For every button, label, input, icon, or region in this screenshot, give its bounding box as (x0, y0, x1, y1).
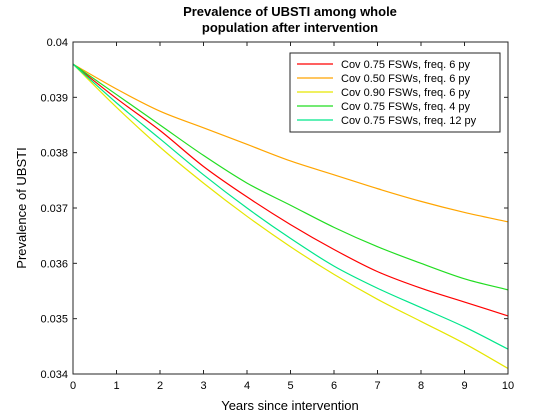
chart-title-line-1: Prevalence of UBSTI among whole (183, 4, 397, 19)
series-line-2 (72, 63, 509, 223)
x-tick-label: 7 (374, 380, 380, 392)
series-line-3 (72, 63, 509, 369)
x-tick-label: 5 (287, 380, 293, 392)
x-tick-label: 6 (331, 380, 337, 392)
y-tick-label: 0.039 (40, 92, 68, 104)
series-line-4 (72, 63, 509, 291)
x-tick-label: 1 (113, 380, 119, 392)
y-tick-label: 0.035 (40, 314, 68, 326)
legend-label-3: Cov 0.90 FSWs, freq. 6 py (341, 87, 470, 99)
y-axis-label: Prevalence of UBSTI (14, 147, 29, 268)
x-tick-label: 9 (461, 380, 467, 392)
chart-legend: Cov 0.75 FSWs, freq. 6 py Cov 0.50 FSWs, … (289, 52, 501, 133)
x-axis: 0 1 2 3 4 5 6 7 8 9 10 (70, 42, 514, 392)
legend-label-2: Cov 0.50 FSWs, freq. 6 py (341, 73, 470, 85)
x-tick-label: 4 (244, 380, 250, 392)
series-line-1 (72, 63, 509, 317)
x-axis-label: Years since intervention (221, 398, 359, 413)
x-tick-label: 10 (502, 380, 514, 392)
legend-label-4: Cov 0.75 FSWs, freq. 4 py (341, 101, 470, 113)
legend-label-1: Cov 0.75 FSWs, freq. 6 py (341, 59, 470, 71)
x-tick-label: 8 (418, 380, 424, 392)
x-tick-label: 0 (70, 380, 76, 392)
x-tick-label: 2 (157, 380, 163, 392)
y-axis: 0.034 0.035 0.036 0.037 0.038 0.039 0.04 (40, 37, 508, 381)
legend-label-5: Cov 0.75 FSWs, freq. 12 py (341, 115, 477, 127)
plot-series-group (72, 63, 509, 369)
y-tick-label: 0.034 (40, 369, 68, 381)
x-tick-label: 3 (200, 380, 206, 392)
y-tick-label: 0.038 (40, 148, 68, 160)
chart-title-line-2: population after intervention (202, 20, 378, 35)
y-tick-label: 0.036 (40, 258, 68, 270)
y-tick-label: 0.037 (40, 203, 68, 215)
series-line-5 (72, 63, 509, 350)
y-tick-label: 0.04 (47, 37, 68, 49)
